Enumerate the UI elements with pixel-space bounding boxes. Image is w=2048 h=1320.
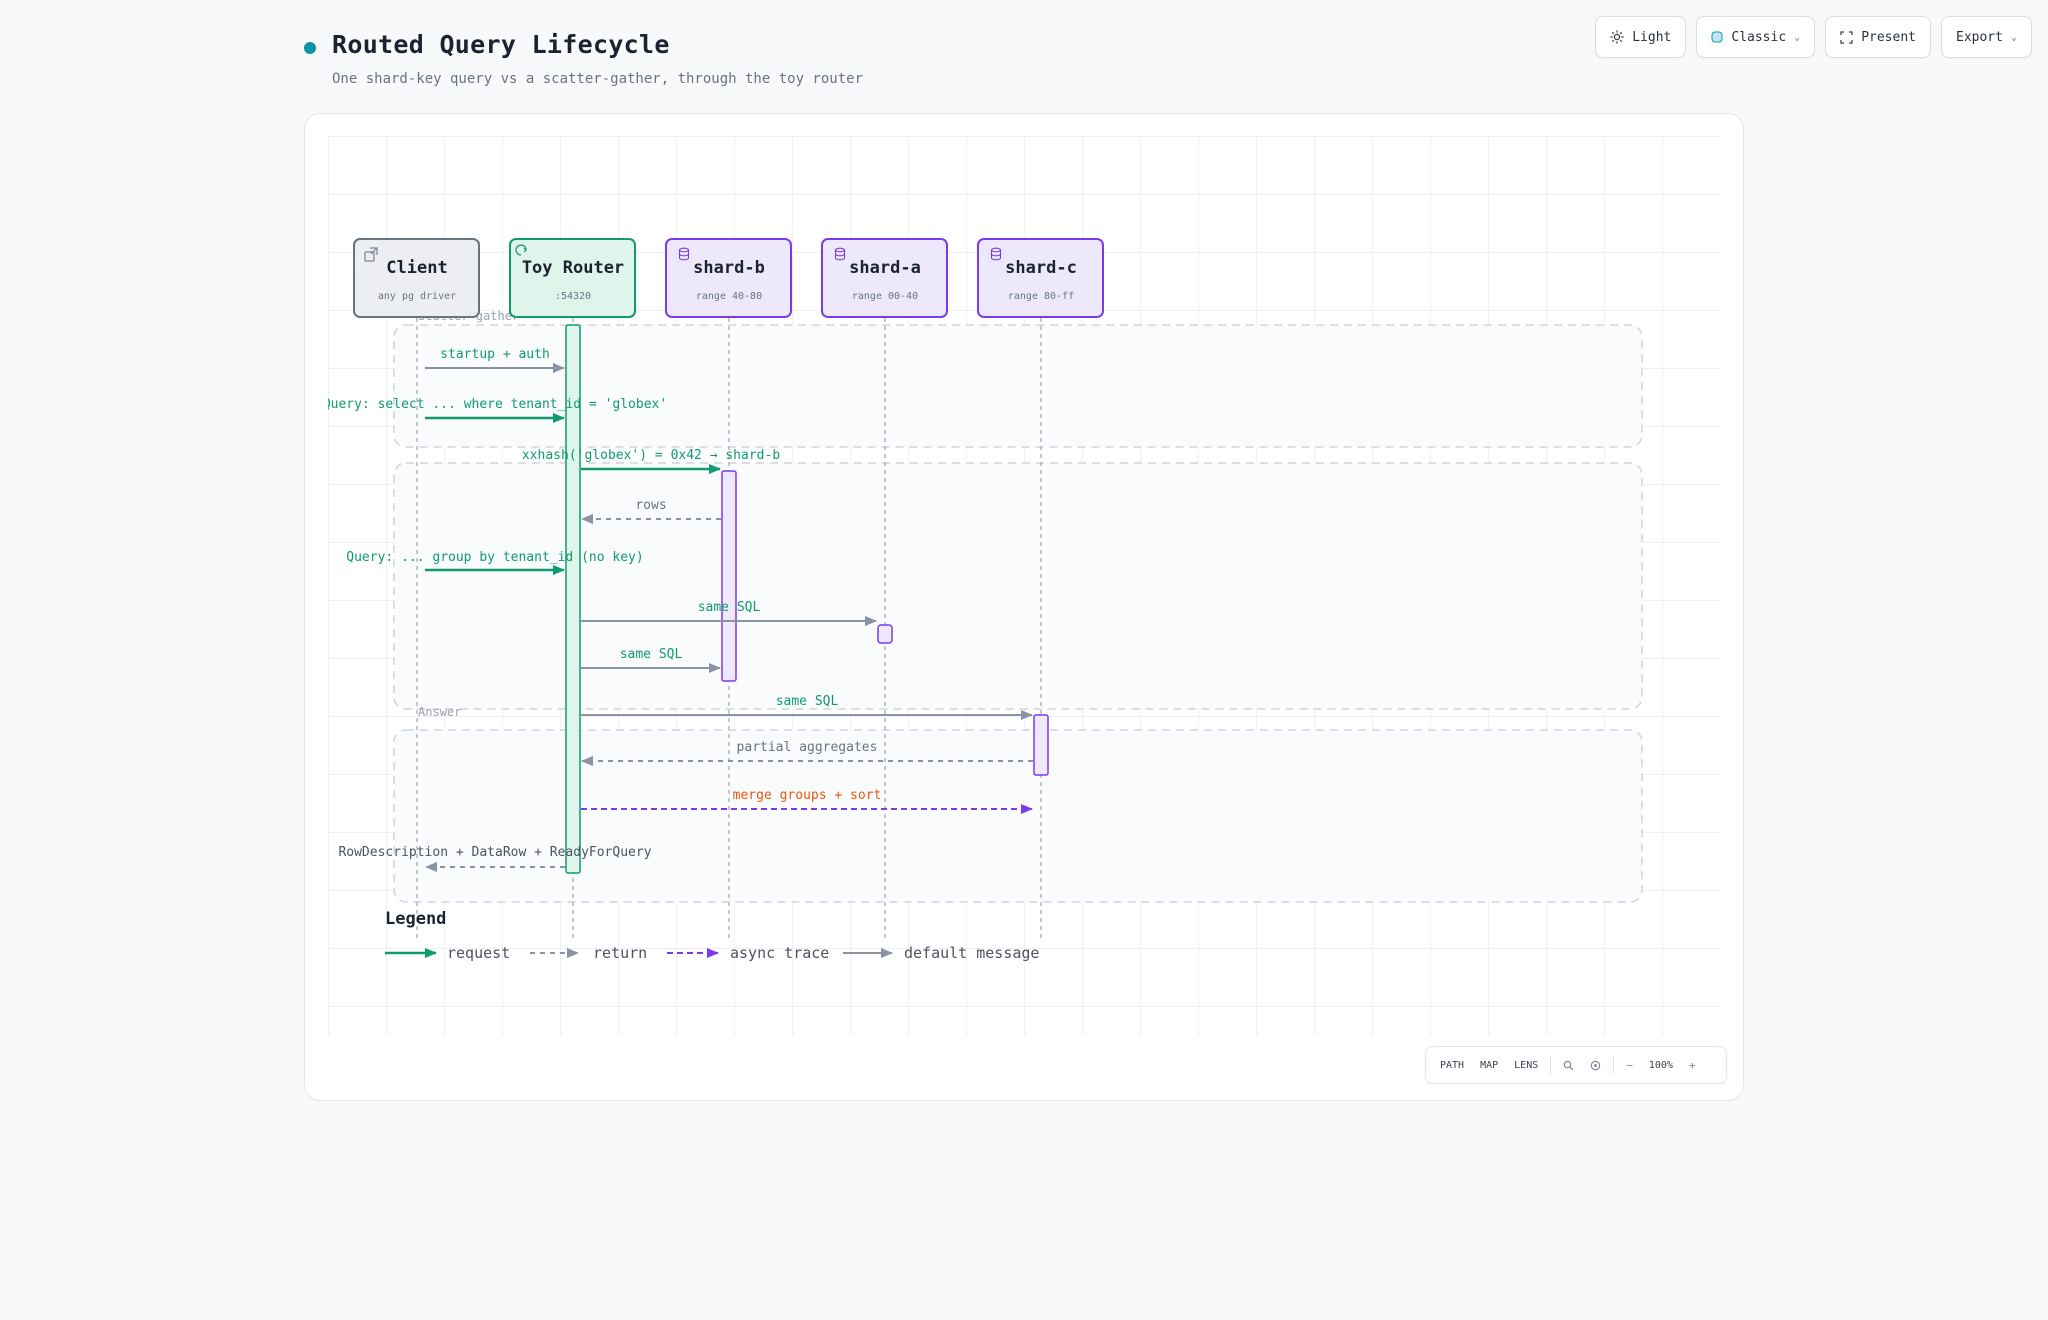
message-label: same SQL: [776, 694, 839, 709]
style-select-button[interactable]: Classic ⌄: [1696, 16, 1816, 58]
participant-name: shard-c: [1005, 258, 1077, 278]
external-link-icon: [364, 247, 378, 262]
participant-subtitle: range 00-40: [852, 291, 918, 302]
message-label: RowDescription + DataRow + ReadyForQuery: [338, 845, 651, 860]
participant-subtitle: range 40-80: [696, 291, 762, 302]
theme-label: Light: [1632, 29, 1672, 45]
message-merge-sort[interactable]: merge groups + sort: [581, 788, 1033, 814]
message-keyed-query[interactable]: Query: select ... where tenant_id = 'glo…: [328, 397, 667, 423]
divider: [1550, 1056, 1552, 1074]
message-label: Query: ... group by tenant_id (no key): [346, 550, 643, 565]
message-partial-aggregates[interactable]: partial aggregates: [581, 740, 1033, 766]
message-rows[interactable]: rows: [581, 498, 721, 524]
participant-shard-b[interactable]: shard-b range 40-80: [665, 238, 792, 318]
title-status-dot: [304, 42, 316, 54]
legend-label: async trace: [730, 944, 829, 962]
diagram-canvas[interactable]: Scatter-gather Answer: [328, 136, 1720, 1036]
message-label: xxhash('globex') = 0x42 → shard-b: [522, 448, 780, 463]
divider: [1613, 1056, 1615, 1074]
export-button[interactable]: Export ⌄: [1941, 16, 2032, 58]
database-icon: [990, 247, 1002, 261]
participant-router[interactable]: Toy Router :54320: [509, 238, 636, 318]
participant-name: shard-b: [693, 258, 765, 278]
activation-bar-shard-a: [877, 624, 893, 644]
participant-client[interactable]: Client any pg driver: [353, 238, 480, 318]
group-frame: [393, 729, 1643, 903]
page-title: Routed Query Lifecycle: [332, 30, 670, 59]
message-label: same SQL: [698, 600, 761, 615]
legend: Legend request return async trace defaul…: [385, 909, 1039, 962]
participant-shard-a[interactable]: shard-a range 00-40: [821, 238, 948, 318]
page-subtitle: One shard-key query vs a scatter-gather,…: [332, 71, 864, 87]
activation-bar-shard-b: [721, 470, 737, 682]
path-toggle[interactable]: PATH: [1440, 1059, 1465, 1071]
group-frame: [393, 324, 1643, 448]
legend-label: request: [447, 944, 510, 962]
activation-bar-router: [565, 324, 581, 874]
participant-subtitle: :54320: [555, 291, 591, 302]
sun-icon: [1610, 30, 1625, 44]
legend-label: return: [593, 944, 647, 962]
present-button[interactable]: Present: [1825, 16, 1931, 58]
fit-view-icon[interactable]: [1582, 1047, 1609, 1083]
present-label: Present: [1861, 29, 1916, 45]
legend-label: default message: [904, 944, 1039, 962]
map-toggle[interactable]: MAP: [1480, 1059, 1499, 1071]
toolbar: Light Classic ⌄ Present Export ⌄: [1595, 16, 2032, 58]
theme-toggle-button[interactable]: Light: [1595, 16, 1687, 58]
message-same-sql-shard-c[interactable]: same SQL: [581, 694, 1033, 720]
sequence-diagram: Scatter-gather Answer: [328, 238, 1643, 962]
diagram-card: Scatter-gather Answer: [304, 113, 1744, 1101]
participant-name: Client: [386, 258, 447, 278]
zoom-controls: PATH MAP LENS − 100% +: [1425, 1046, 1727, 1084]
fullscreen-icon: [1840, 30, 1853, 44]
participant-name: Toy Router: [522, 258, 624, 278]
message-label: same SQL: [620, 647, 683, 662]
participant-name: shard-a: [849, 258, 921, 278]
zoom-in-button[interactable]: +: [1688, 1058, 1696, 1072]
zoom-level: 100%: [1648, 1059, 1673, 1071]
chevron-down-icon: ⌄: [2010, 31, 2017, 43]
database-icon: [834, 247, 846, 261]
style-label: Classic: [1731, 29, 1787, 45]
message-startup-auth[interactable]: startup + auth: [425, 347, 565, 373]
database-icon: [678, 247, 690, 261]
participant-subtitle: any pg driver: [378, 291, 456, 302]
group-label: Answer: [418, 705, 461, 719]
activation-bar-shard-c: [1033, 714, 1049, 776]
message-hash-route[interactable]: xxhash('globex') = 0x42 → shard-b: [522, 448, 780, 474]
message-label: partial aggregates: [737, 740, 878, 755]
chevron-down-icon: ⌄: [1794, 31, 1801, 43]
lens-toggle[interactable]: LENS: [1514, 1059, 1539, 1071]
group-frame: [393, 462, 1643, 710]
routing-icon: [515, 244, 527, 256]
message-same-sql-shard-b[interactable]: same SQL: [581, 647, 721, 673]
zoom-out-button[interactable]: −: [1626, 1058, 1633, 1072]
message-scatter-query[interactable]: Query: ... group by tenant_id (no key): [346, 550, 644, 575]
legend-title: Legend: [385, 909, 446, 929]
message-label: Query: select ... where tenant_id = 'glo…: [328, 397, 667, 412]
message-label: merge groups + sort: [733, 788, 882, 803]
message-label: startup + auth: [440, 347, 550, 362]
message-row-description[interactable]: RowDescription + DataRow + ReadyForQuery: [338, 845, 652, 872]
message-label: rows: [635, 498, 666, 513]
search-icon[interactable]: [1555, 1047, 1582, 1083]
participant-subtitle: range 80-ff: [1008, 291, 1074, 302]
export-label: Export: [1956, 29, 2003, 45]
style-swatch-icon: [1711, 31, 1723, 43]
participant-shard-c[interactable]: shard-c range 80-ff: [977, 238, 1104, 318]
message-same-sql-shard-a[interactable]: same SQL: [581, 600, 877, 626]
